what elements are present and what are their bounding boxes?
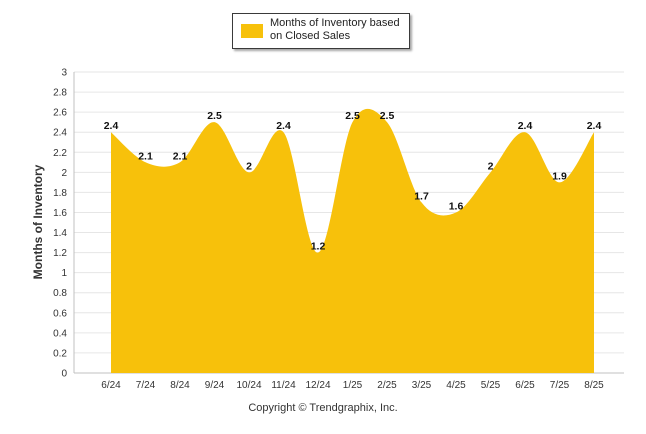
data-label: 2.1 <box>173 150 188 162</box>
data-label: 2 <box>488 160 494 172</box>
data-label: 2.5 <box>380 110 395 122</box>
x-tick-label: 8/25 <box>584 380 604 391</box>
x-tick-label: 11/24 <box>271 380 296 391</box>
series-area <box>111 108 594 374</box>
data-label: 1.2 <box>311 241 326 253</box>
x-tick-label: 4/25 <box>446 380 466 391</box>
data-label: 2.4 <box>104 120 119 132</box>
data-label: 2 <box>246 160 252 172</box>
x-tick-label: 7/24 <box>136 380 156 391</box>
y-tick-label: 0 <box>61 369 67 380</box>
y-tick-label: 2.4 <box>53 128 67 139</box>
x-tick-label: 12/24 <box>305 380 330 391</box>
x-tick-label: 10/24 <box>236 380 261 391</box>
x-tick-label: 2/25 <box>377 380 397 391</box>
data-label: 1.9 <box>552 170 567 182</box>
y-tick-label: 3 <box>61 68 67 79</box>
y-tick-label: 0.4 <box>53 328 67 339</box>
x-tick-label: 9/24 <box>205 380 225 391</box>
data-label: 2.5 <box>207 110 222 122</box>
x-tick-label: 6/24 <box>101 380 121 391</box>
y-tick-label: 1.8 <box>53 188 67 199</box>
x-tick-label: 3/25 <box>412 380 432 391</box>
y-tick-label: 2 <box>61 168 67 179</box>
y-axis-label: Months of Inventory <box>31 164 45 280</box>
y-tick-label: 2.8 <box>53 88 67 99</box>
y-tick-label: 1.6 <box>53 208 67 219</box>
data-label: 2.4 <box>587 120 602 132</box>
data-label: 2.4 <box>518 120 533 132</box>
x-tick-label: 5/25 <box>481 380 501 391</box>
chart-legend: Months of Inventory based on Closed Sale… <box>232 13 410 49</box>
y-tick-label: 1 <box>61 268 67 279</box>
data-label: 1.7 <box>414 190 429 202</box>
y-tick-label: 2.6 <box>53 108 67 119</box>
data-label: 2.1 <box>138 150 153 162</box>
y-tick-label: 0.8 <box>53 288 67 299</box>
x-tick-label: 8/24 <box>170 380 190 391</box>
y-tick-label: 2.2 <box>53 148 67 159</box>
y-tick-label: 0.6 <box>53 308 67 319</box>
legend-swatch <box>241 24 263 38</box>
legend-label: Months of Inventory based on Closed Sale… <box>270 17 400 42</box>
y-tick-label: 1.2 <box>53 248 67 259</box>
y-tick-label: 0.2 <box>53 348 67 359</box>
data-label: 1.6 <box>449 200 464 212</box>
copyright-text: Copyright © Trendgraphix, Inc. <box>248 402 398 414</box>
x-tick-label: 1/25 <box>343 380 363 391</box>
y-tick-label: 1.4 <box>53 228 67 239</box>
x-tick-label: 7/25 <box>550 380 570 391</box>
x-tick-label: 6/25 <box>515 380 535 391</box>
data-label: 2.4 <box>276 120 291 132</box>
data-label: 2.5 <box>345 110 360 122</box>
